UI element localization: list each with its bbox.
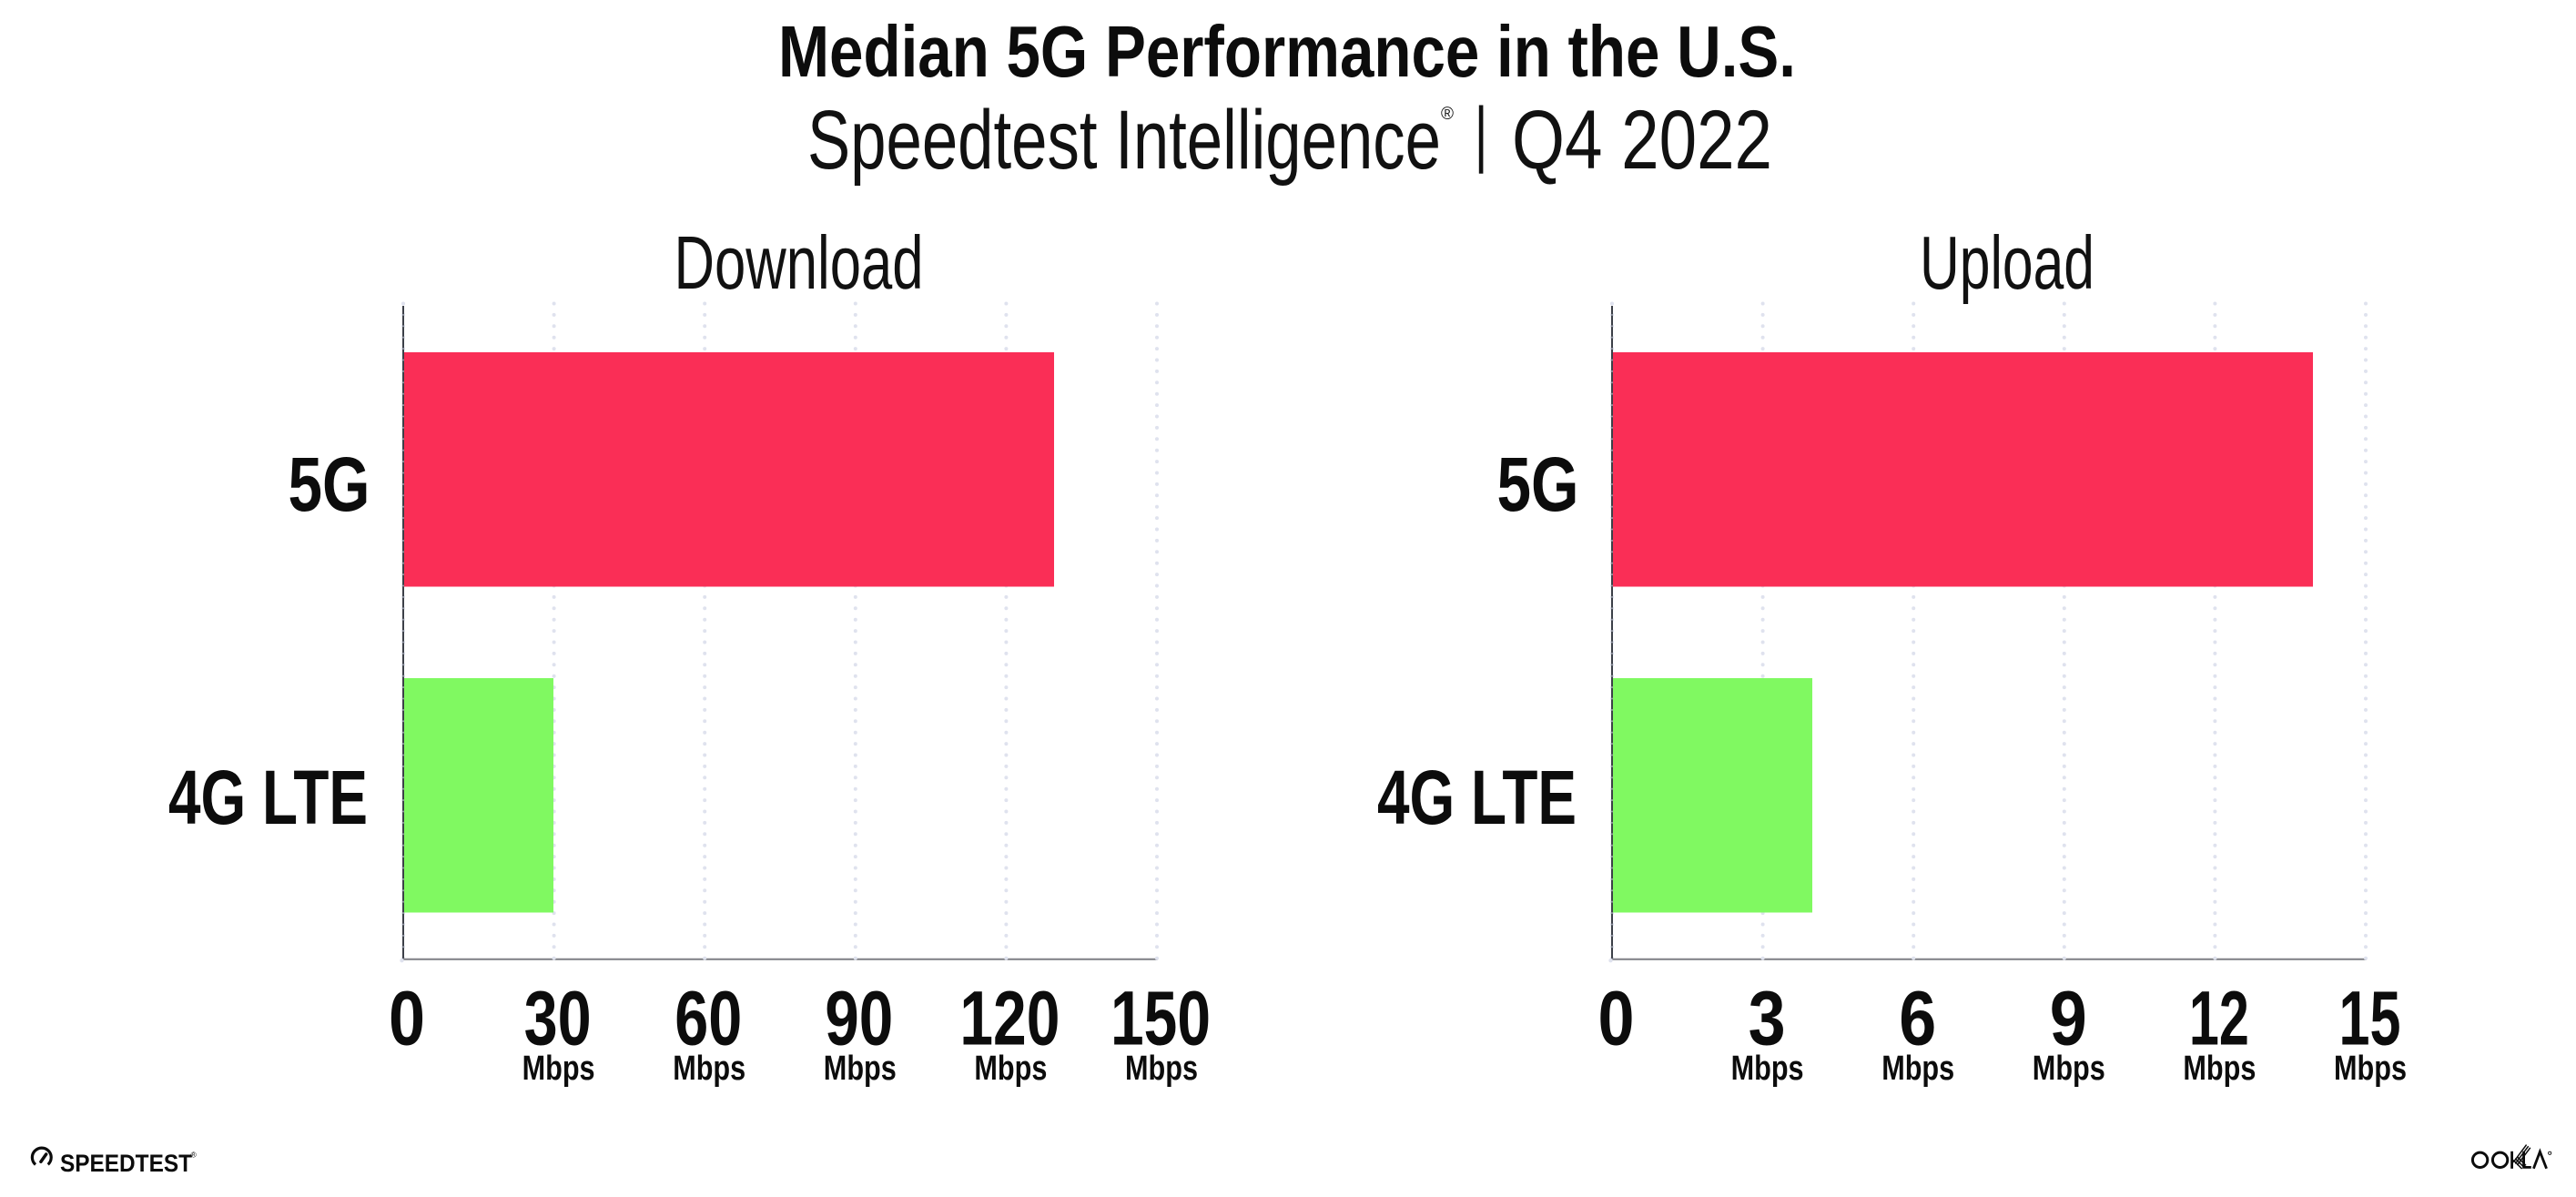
svg-text:®: ® bbox=[1441, 105, 1454, 124]
svg-text:Mbps: Mbps bbox=[1731, 1050, 1804, 1088]
svg-text:Download: Download bbox=[674, 220, 924, 305]
svg-text:4G LTE: 4G LTE bbox=[168, 755, 368, 840]
svg-text:®: ® bbox=[191, 1151, 198, 1160]
svg-text:12: 12 bbox=[2189, 976, 2249, 1061]
svg-text:Mbps: Mbps bbox=[2033, 1050, 2105, 1088]
svg-text:Mbps: Mbps bbox=[2183, 1050, 2256, 1088]
svg-text:Median 5G Performance in the U: Median 5G Performance in the U.S. bbox=[778, 11, 1796, 92]
svg-text:4G LTE: 4G LTE bbox=[1377, 755, 1577, 840]
svg-text:Mbps: Mbps bbox=[1125, 1050, 1198, 1088]
svg-text:9: 9 bbox=[2050, 976, 2087, 1061]
svg-text:SPEEDTEST: SPEEDTEST bbox=[60, 1150, 192, 1177]
svg-text:30: 30 bbox=[524, 976, 592, 1061]
svg-text:15: 15 bbox=[2339, 976, 2401, 1061]
svg-text:Mbps: Mbps bbox=[2334, 1050, 2407, 1088]
svg-text:6: 6 bbox=[1899, 976, 1936, 1061]
svg-text:0: 0 bbox=[1598, 976, 1635, 1061]
svg-text:Q4 2022: Q4 2022 bbox=[1512, 94, 1772, 187]
svg-text:90: 90 bbox=[825, 976, 893, 1061]
svg-text:120: 120 bbox=[959, 976, 1060, 1061]
svg-text:Speedtest Intelligence: Speedtest Intelligence bbox=[807, 94, 1441, 187]
svg-text:5G: 5G bbox=[1497, 441, 1579, 527]
svg-text:Upload: Upload bbox=[1920, 220, 2094, 305]
svg-text:Mbps: Mbps bbox=[522, 1050, 595, 1088]
svg-text:0: 0 bbox=[389, 976, 425, 1061]
svg-text:Mbps: Mbps bbox=[824, 1050, 897, 1088]
svg-text:150: 150 bbox=[1111, 976, 1211, 1061]
svg-text:Mbps: Mbps bbox=[673, 1050, 745, 1088]
svg-text:5G: 5G bbox=[289, 441, 370, 527]
svg-text:Mbps: Mbps bbox=[1881, 1050, 1954, 1088]
svg-text:3: 3 bbox=[1749, 976, 1786, 1061]
svg-text:60: 60 bbox=[674, 976, 742, 1061]
svg-text:Mbps: Mbps bbox=[974, 1050, 1047, 1088]
